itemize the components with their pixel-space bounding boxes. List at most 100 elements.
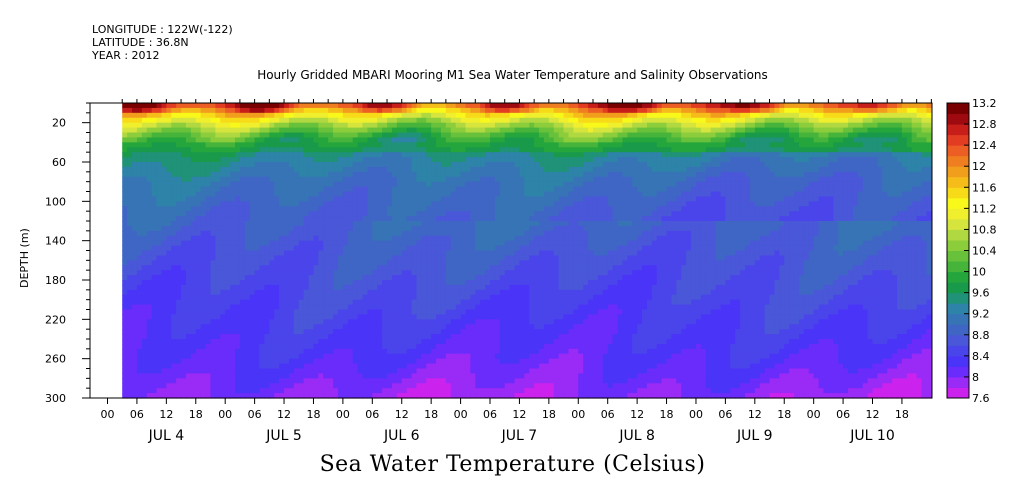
heatmap-cell (470, 309, 476, 316)
heatmap-cell (318, 363, 324, 370)
heatmap-cell (347, 235, 354, 242)
heatmap-cell (210, 294, 216, 301)
heatmap-cell (176, 225, 182, 232)
heatmap-cell (460, 186, 467, 193)
heatmap-cell (337, 388, 344, 394)
heatmap-cell (190, 339, 197, 345)
heatmap-cell (509, 117, 516, 124)
heatmap-cell (436, 270, 442, 276)
heatmap-cell (416, 132, 422, 139)
heatmap-cell (171, 339, 177, 345)
heatmap-cell (171, 157, 177, 163)
heatmap-cell (122, 147, 128, 153)
heatmap-cell (490, 171, 496, 178)
heatmap-cell (244, 201, 251, 207)
heatmap-cell (185, 117, 192, 124)
heatmap-cell (195, 368, 202, 375)
heatmap-cell (475, 191, 481, 198)
heatmap-cell (485, 373, 491, 379)
heatmap-cell (274, 393, 280, 399)
heatmap-cell (436, 196, 442, 202)
heatmap-cell (475, 181, 481, 188)
heatmap-cell (509, 181, 516, 188)
heatmap-cell (274, 147, 280, 153)
heatmap-cell (411, 304, 418, 311)
heatmap-cell (249, 334, 256, 340)
heatmap-cell (357, 383, 364, 389)
heatmap-cell (308, 176, 315, 183)
heatmap-cell (200, 309, 207, 316)
heatmap-cell (254, 319, 261, 325)
heatmap-cell (161, 378, 167, 384)
heatmap-cell (411, 147, 418, 153)
heatmap-cell (181, 383, 187, 389)
heatmap-cell (475, 142, 481, 148)
heatmap-cell (337, 176, 344, 183)
heatmap-cell (372, 324, 378, 330)
heatmap-cell (416, 363, 422, 370)
heatmap-cell (279, 235, 285, 242)
heatmap-cell (215, 245, 221, 252)
heatmap-cell (239, 265, 246, 271)
heatmap-cell (514, 127, 521, 134)
heatmap-cell (504, 245, 511, 252)
heatmap-cell (431, 127, 437, 134)
heatmap-cell (264, 162, 270, 168)
heatmap-cell (475, 324, 481, 330)
heatmap-cell (485, 117, 491, 124)
heatmap-cell (185, 235, 192, 242)
heatmap-cell (490, 176, 496, 183)
heatmap-cell (127, 112, 133, 119)
heatmap-cell (318, 250, 324, 257)
heatmap-cell (235, 171, 241, 178)
heatmap-cell (440, 388, 447, 394)
heatmap-cell (470, 284, 476, 291)
heatmap-cell (367, 142, 373, 148)
heatmap-cell (185, 181, 192, 188)
heatmap-cell (431, 270, 437, 276)
heatmap-cell (210, 142, 216, 148)
heatmap-cell (396, 378, 403, 384)
heatmap-cell (254, 206, 261, 212)
heatmap-cell (396, 260, 403, 266)
heatmap-cell (166, 225, 172, 232)
heatmap-cell (440, 368, 447, 375)
heatmap-cell (333, 250, 339, 257)
heatmap-cell (391, 103, 398, 109)
heatmap-cell (185, 240, 192, 247)
heatmap-cell (450, 383, 457, 389)
heatmap-cell (337, 275, 344, 281)
heatmap-cell (239, 388, 246, 394)
heatmap-cell (288, 280, 295, 286)
heatmap-cell (318, 201, 324, 207)
heatmap-cell (387, 393, 393, 399)
heatmap-cell (514, 201, 521, 207)
heatmap-cell (220, 103, 226, 109)
heatmap-cell (396, 216, 403, 222)
heatmap-cell (279, 339, 285, 345)
heatmap-cell (362, 255, 368, 261)
heatmap-cell (519, 368, 525, 375)
heatmap-cell (141, 122, 148, 129)
heatmap-cell (499, 235, 506, 242)
heatmap-cell (436, 225, 442, 232)
heatmap-cell (303, 388, 310, 394)
heatmap-cell (151, 378, 158, 384)
heatmap-cell (132, 152, 138, 158)
heatmap-cell (362, 275, 368, 281)
heatmap-cell (445, 122, 452, 129)
heatmap-cell (313, 363, 319, 370)
heatmap-cell (465, 393, 471, 399)
heatmap-cell (293, 280, 300, 286)
heatmap-cell (401, 373, 408, 379)
heatmap-cell (421, 343, 427, 350)
heatmap-cell (396, 275, 403, 281)
heatmap-cell (509, 270, 516, 276)
heatmap-cell (244, 299, 251, 306)
heatmap-cell (357, 206, 364, 212)
heatmap-cell (161, 171, 167, 178)
heatmap-cell (308, 294, 315, 301)
heatmap-cell (328, 388, 334, 394)
heatmap-cell (382, 107, 388, 114)
heatmap-cell (298, 353, 305, 360)
